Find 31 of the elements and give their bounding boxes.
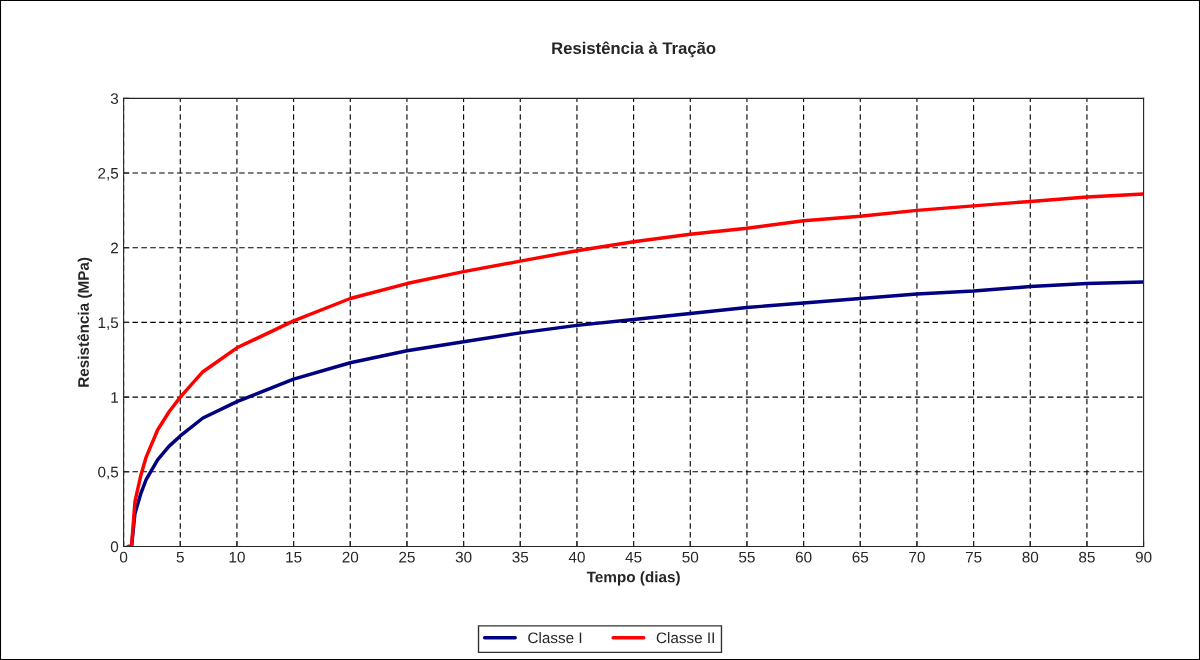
y-tick-label: 2 <box>111 242 118 254</box>
x-tick-label: 40 <box>568 551 585 563</box>
x-tick-label: 90 <box>1135 551 1152 563</box>
x-tick-label: 70 <box>909 551 925 563</box>
x-tick-label: 25 <box>399 551 415 563</box>
x-tick-label: 10 <box>229 551 245 563</box>
x-tick-label: 20 <box>342 551 359 563</box>
x-tick-label: 80 <box>1022 551 1039 563</box>
x-tick-label: 85 <box>1079 551 1095 563</box>
y-tick-label: 0,5 <box>98 466 119 480</box>
x-tick-label: 45 <box>625 551 642 563</box>
y-tick-label: 1 <box>111 392 118 403</box>
x-tick-label: 60 <box>795 551 812 563</box>
x-tick-label: 35 <box>512 551 529 563</box>
legend-label: Classe I <box>528 632 582 644</box>
y-tick-label: 3 <box>110 93 119 105</box>
y-tick-label: 2,5 <box>98 167 119 181</box>
x-tick-label: 15 <box>286 551 302 563</box>
y-tick-label: 1,5 <box>98 317 119 330</box>
x-tick-label: 5 <box>176 551 184 563</box>
x-tick-label: 75 <box>965 551 982 563</box>
x-tick-label: 55 <box>739 551 755 563</box>
legend-label: Classe II <box>656 632 714 644</box>
x-tick-label: 0 <box>119 551 128 563</box>
x-tick-label: 30 <box>455 551 472 563</box>
y-axis-title: Resistência (MPa) <box>77 257 92 387</box>
x-tick-label: 65 <box>852 551 869 563</box>
x-tick-label: 50 <box>682 551 699 563</box>
chart-title: Resistência à Tração <box>552 41 716 58</box>
y-tick-label: 0 <box>110 541 119 553</box>
x-axis-title: Tempo (dias) <box>586 571 680 586</box>
